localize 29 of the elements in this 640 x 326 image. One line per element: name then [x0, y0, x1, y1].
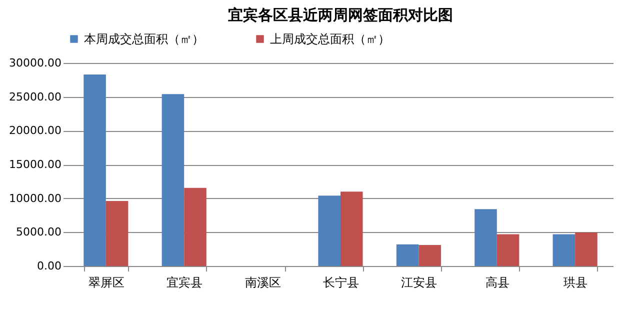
x-tick-label: 南溪区: [244, 276, 281, 290]
bar: [184, 188, 206, 266]
x-tick-label: 长宁县: [323, 276, 359, 290]
bar: [318, 196, 340, 266]
y-tick-label: 15000.00: [9, 158, 62, 171]
y-tick-label: 25000.00: [9, 90, 62, 104]
x-tick-label: 江安县: [401, 276, 438, 290]
bar: [496, 234, 520, 266]
bar: [474, 209, 497, 266]
bar: [552, 234, 576, 266]
bar: [84, 74, 106, 266]
x-tick-label: 珙县: [564, 276, 588, 290]
bar: [396, 244, 419, 266]
y-tick-label: 20000.00: [9, 124, 62, 138]
legend-label: 本周成交总面积（㎡）: [84, 32, 204, 46]
y-tick-label: 30000.00: [9, 56, 62, 70]
legend-label: 上周成交总面积（㎡）: [270, 32, 390, 46]
bar: [340, 192, 363, 266]
chart-title: 宜宾各区县近两周网签面积对比图: [228, 6, 453, 24]
y-tick-label: 10000.00: [9, 192, 62, 205]
y-tick-label: 5000.00: [16, 226, 62, 239]
y-tick-label: 0.00: [37, 260, 62, 272]
bar: [162, 94, 184, 266]
bar: [418, 245, 441, 266]
bar: [106, 201, 128, 266]
bar: [575, 232, 598, 266]
x-tick-label: 翠屏区: [88, 276, 124, 290]
x-tick-label: 宜宾县: [166, 276, 203, 290]
x-tick-label: 高县: [485, 276, 510, 290]
